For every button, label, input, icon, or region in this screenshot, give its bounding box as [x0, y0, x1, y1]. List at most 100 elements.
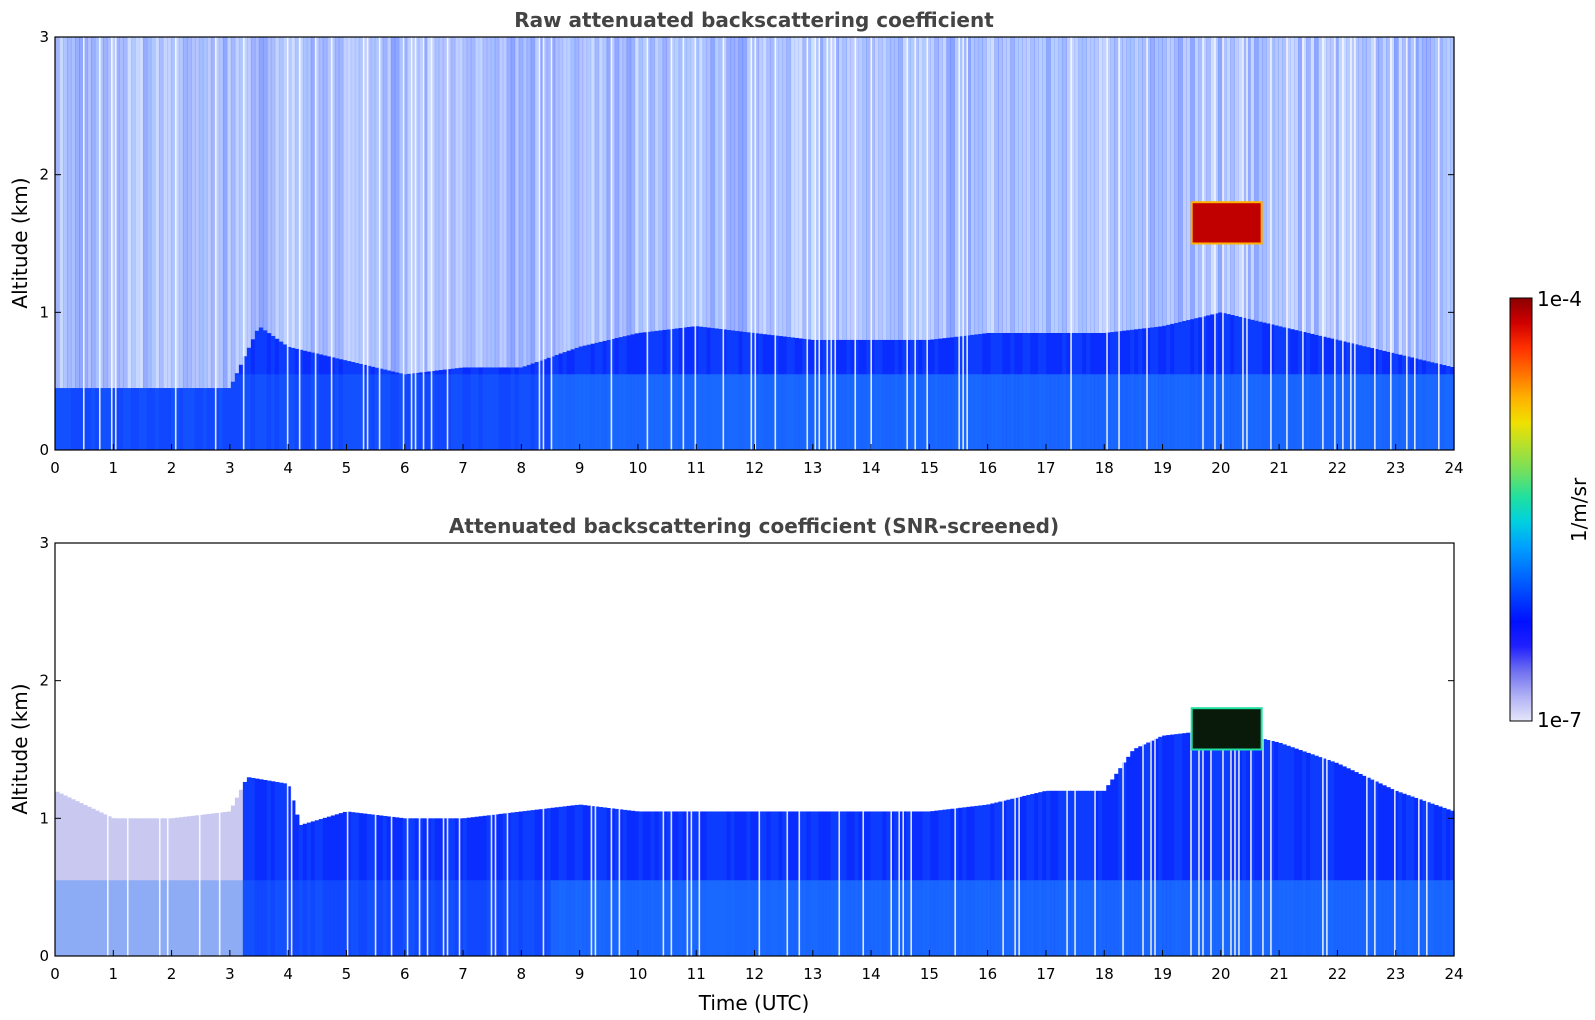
- aerosol-band: [994, 880, 999, 956]
- noise-strip: [1270, 37, 1275, 325]
- aerosol-band: [1294, 880, 1299, 956]
- boundary-layer-strip: [1270, 740, 1275, 956]
- aerosol-band: [1066, 374, 1071, 450]
- aerosol-band: [278, 374, 284, 450]
- aerosol-band: [374, 374, 380, 450]
- aerosol-band: [746, 880, 752, 956]
- aerosol-band: [1218, 880, 1223, 956]
- boundary-layer-strip: [1266, 740, 1271, 956]
- aerosol-band: [1326, 374, 1331, 450]
- aerosol-band: [1334, 880, 1339, 956]
- aerosol-band: [778, 880, 784, 956]
- boundary-layer-strip: [1170, 734, 1175, 956]
- noise-strip: [1426, 37, 1431, 362]
- aerosol-band: [866, 880, 872, 956]
- aerosol-band: [614, 880, 620, 956]
- aerosol-band: [134, 880, 140, 956]
- boundary-layer-strip: [1166, 735, 1171, 956]
- aerosol-band: [1090, 880, 1095, 956]
- aerosol-band: [826, 880, 832, 956]
- aerosol-band: [1286, 374, 1291, 450]
- boundary-layer-strip: [178, 817, 184, 956]
- aerosol-band: [970, 374, 975, 450]
- aerosol-band: [1438, 880, 1443, 956]
- noise-strip: [362, 37, 368, 365]
- noise-strip: [1058, 37, 1063, 333]
- aerosol-band: [810, 880, 816, 956]
- missing-profile-gap: [1150, 543, 1152, 956]
- noise-strip: [558, 37, 564, 354]
- aerosol-band: [606, 880, 612, 956]
- noise-strip: [470, 37, 476, 368]
- aerosol-band: [138, 880, 144, 956]
- boundary-layer-strip: [1054, 790, 1059, 956]
- aerosol-band: [602, 880, 608, 956]
- boundary-layer-strip: [86, 388, 92, 450]
- missing-profile-gap: [374, 543, 377, 956]
- aerosol-band: [1058, 880, 1063, 956]
- noise-strip: [326, 37, 332, 357]
- aerosol-band: [1086, 880, 1091, 956]
- noise-strip: [158, 37, 164, 389]
- aerosol-band: [730, 880, 736, 956]
- aerosol-band: [490, 374, 496, 450]
- aerosol-band: [330, 880, 336, 956]
- aerosol-band: [270, 374, 276, 450]
- x-tick-label: 21: [1270, 459, 1289, 477]
- aerosol-band: [670, 880, 676, 956]
- boundary-layer-strip: [234, 797, 240, 956]
- aerosol-band: [1266, 374, 1271, 450]
- boundary-layer-strip: [78, 388, 84, 450]
- noise-strip: [210, 37, 216, 389]
- aerosol-band: [358, 880, 364, 956]
- boundary-layer-strip: [394, 817, 400, 956]
- aerosol-band: [778, 374, 784, 450]
- aerosol-band: [934, 374, 939, 450]
- noise-strip: [870, 37, 876, 340]
- aerosol-band: [286, 880, 292, 956]
- noise-strip: [1338, 37, 1343, 341]
- boundary-layer-strip: [110, 818, 116, 956]
- boundary-layer-strip: [386, 370, 392, 450]
- aerosol-band: [554, 374, 560, 450]
- aerosol-band: [914, 880, 919, 956]
- aerosol-band: [966, 374, 971, 450]
- boundary-layer-strip: [354, 812, 360, 956]
- noise-strip: [1442, 37, 1447, 366]
- aerosol-band: [1142, 374, 1147, 450]
- aerosol-band: [706, 374, 712, 450]
- aerosol-band: [134, 388, 140, 450]
- aerosol-band: [1086, 374, 1091, 450]
- boundary-layer-strip: [1338, 764, 1343, 956]
- missing-profile-gap: [1374, 543, 1376, 956]
- aerosol-band: [510, 374, 516, 450]
- boundary-layer-strip: [1030, 794, 1035, 956]
- boundary-layer-strip: [530, 810, 536, 956]
- boundary-layer-strip: [222, 812, 228, 956]
- aerosol-band: [898, 880, 903, 956]
- aerosol-band: [686, 374, 692, 450]
- aerosol-band: [1202, 374, 1207, 450]
- aerosol-band: [1090, 374, 1095, 450]
- noise-strip: [202, 37, 208, 389]
- x-tick-label: 8: [517, 459, 527, 477]
- aerosol-band: [1234, 374, 1239, 450]
- aerosol-band: [790, 880, 796, 956]
- noise-strip: [562, 37, 568, 353]
- noise-strip: [586, 37, 592, 345]
- noise-strip: [826, 37, 832, 340]
- aerosol-band: [1450, 374, 1455, 450]
- missing-profile-gap: [402, 37, 405, 450]
- boundary-layer-strip: [1178, 733, 1183, 956]
- aerosol-band: [662, 880, 668, 956]
- missing-profile-gap: [890, 543, 892, 956]
- aerosol-band: [190, 880, 196, 956]
- boundary-layer-strip: [1210, 729, 1215, 956]
- noise-strip: [718, 37, 724, 329]
- noise-strip: [754, 37, 760, 334]
- aerosol-band: [1238, 374, 1243, 450]
- missing-profile-gap: [414, 37, 417, 450]
- missing-profile-gap: [834, 37, 837, 450]
- noise-strip: [942, 37, 947, 339]
- noise-strip: [1070, 37, 1075, 333]
